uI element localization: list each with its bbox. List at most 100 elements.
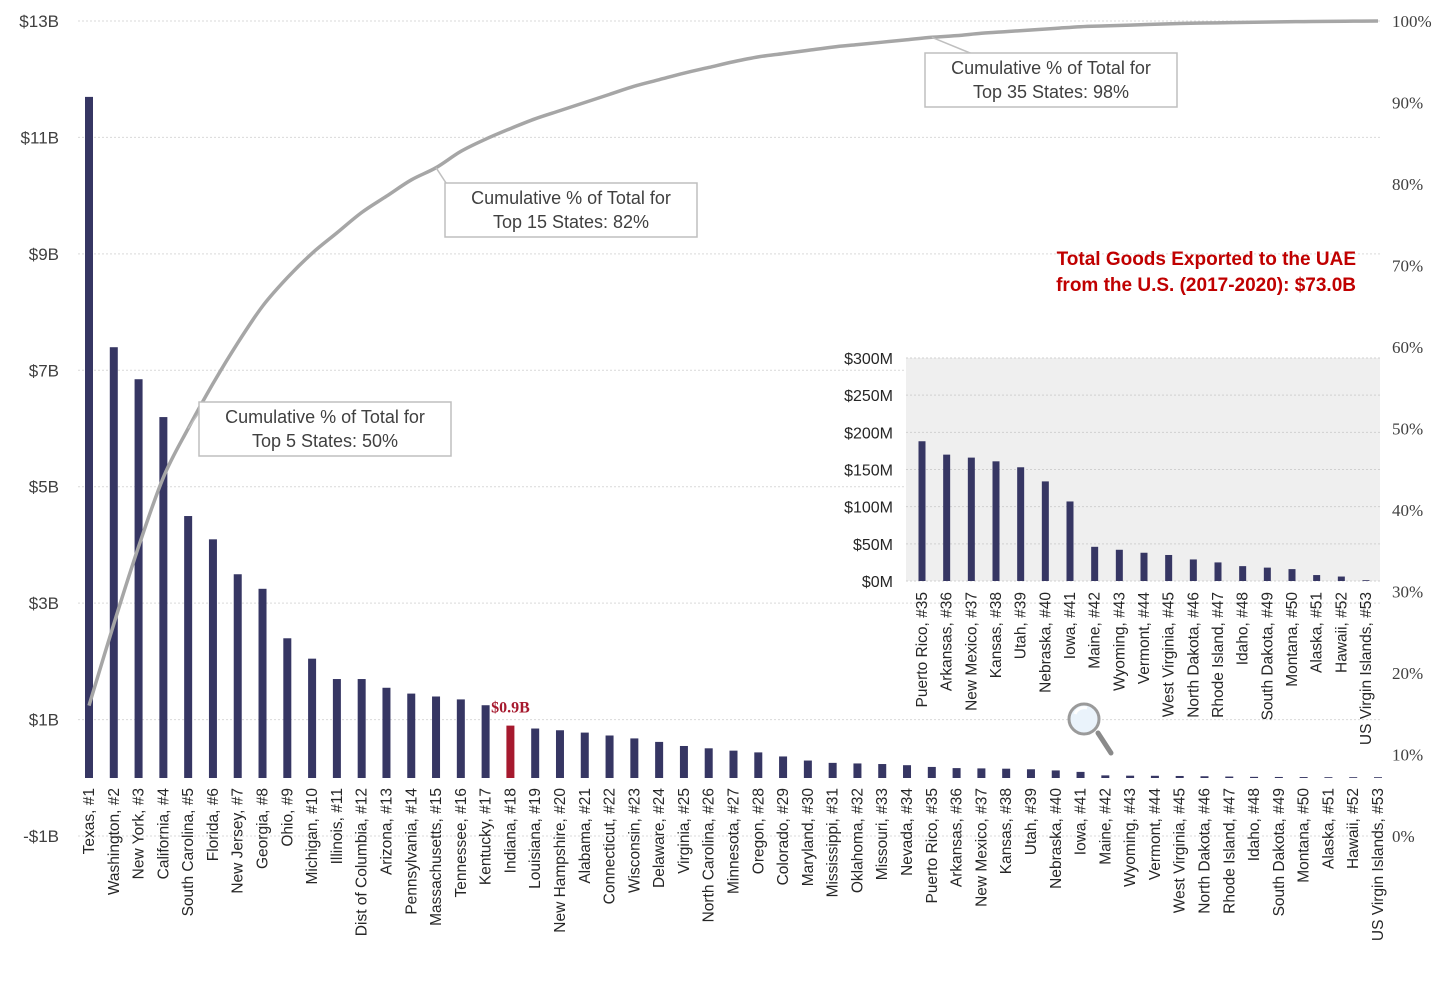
category-label: Washington, #2 <box>106 788 123 895</box>
category-label: Arkansas, #36 <box>949 788 966 887</box>
bar <box>630 738 639 778</box>
y-tick-label: $13B <box>19 12 59 31</box>
inset-bar <box>1091 546 1099 581</box>
y-tick-label: $11B <box>21 128 59 147</box>
inset-bar <box>1214 562 1222 581</box>
inset-axis-ticks: $300M $250M $200M $150M $100M $50M $0M <box>844 351 893 591</box>
inset-category-label: Montana, #50 <box>1284 592 1301 687</box>
category-label: New Mexico, #37 <box>973 788 990 907</box>
inset-bars <box>918 441 1370 581</box>
category-label: Idaho, #48 <box>1246 788 1263 861</box>
category-label: US Virgin Islands, #53 <box>1370 788 1387 941</box>
annotation-top-35-line-2: Top 35 States: 98% <box>973 82 1129 102</box>
inset-category-label: New Mexico, #37 <box>963 592 980 711</box>
inset-category-label: Hawaii, #52 <box>1333 592 1350 673</box>
inset-bar <box>1115 549 1123 581</box>
category-label: Dist of Columbia, #12 <box>354 788 371 936</box>
y-tick-label: $1B <box>29 711 59 730</box>
y-tick-label: -$1B <box>23 827 59 846</box>
cumulative-percent-line <box>87 19 1379 707</box>
total-exports-line-1: Total Goods Exported to the UAE <box>1057 249 1356 270</box>
main-category-labels: Texas, #1 Washington, #2 New York, #3 Calif… <box>81 788 1387 941</box>
annotation-top-15-line-2: Top 15 States: 82% <box>493 212 649 232</box>
inset-y-tick-label: $100M <box>844 500 893 517</box>
bar <box>555 730 564 778</box>
bar <box>332 679 341 778</box>
category-label: Louisiana, #19 <box>527 788 544 889</box>
inset-y-tick-label: $300M <box>844 351 893 368</box>
category-label: Massachusetts, #15 <box>428 788 445 926</box>
total-exports-line-2: from the U.S. (2017-2020): $73.0B <box>1056 275 1356 296</box>
y2-tick-label: 60% <box>1392 338 1423 357</box>
category-label: Alabama, #21 <box>577 788 594 884</box>
bar <box>853 763 862 778</box>
category-label: New Jersey, #7 <box>230 788 247 894</box>
indiana-data-label: $0.9B <box>491 700 530 717</box>
category-label: Colorado, #29 <box>775 788 792 885</box>
category-label: New York, #3 <box>131 788 148 879</box>
annotation-top-35: Cumulative % of Total for Top 35 States:… <box>924 52 1178 108</box>
bar <box>1225 776 1234 778</box>
category-label: Kansas, #38 <box>998 788 1015 874</box>
category-label: West Virginia, #45 <box>1172 788 1189 913</box>
inset-category-label: Nebraska, #40 <box>1037 592 1054 693</box>
inset-category-label: Idaho, #48 <box>1235 592 1252 665</box>
inset-bar <box>1313 575 1321 581</box>
inset-bar <box>1337 576 1345 581</box>
category-label: Connecticut, #22 <box>602 788 619 904</box>
bar <box>952 768 961 778</box>
bar <box>109 347 118 778</box>
category-label: Mississippi, #31 <box>825 788 842 897</box>
inset-bar <box>1288 569 1296 581</box>
y2-tick-label: 20% <box>1392 664 1423 683</box>
inset-y-tick-label: $250M <box>844 388 893 405</box>
category-label: South Carolina, #5 <box>180 788 197 916</box>
bar <box>1250 776 1259 778</box>
bar <box>927 766 936 778</box>
bar <box>258 588 267 778</box>
inset-bar <box>918 441 926 581</box>
category-label: Maine, #42 <box>1097 788 1114 865</box>
bar <box>481 705 490 778</box>
inset-y-tick-label: $150M <box>844 463 893 480</box>
inset-category-label: North Dakota, #46 <box>1185 592 1202 718</box>
category-label: Illinois, #11 <box>329 788 346 864</box>
inset-category-label: Maine, #42 <box>1087 592 1104 669</box>
inset-category-labels: Puerto Rico, #35 Arkansas, #36 New Mexico,… <box>914 592 1375 745</box>
bar <box>1349 777 1358 778</box>
inset-bar <box>1362 580 1370 581</box>
bar <box>729 750 738 778</box>
magnifier-icon <box>1067 702 1114 756</box>
y2-tick-label: 70% <box>1392 257 1423 276</box>
bar <box>803 760 812 778</box>
bar <box>828 762 837 778</box>
category-label: Hawaii, #52 <box>1345 788 1362 869</box>
y-tick-label: $3B <box>29 594 59 613</box>
bar <box>184 516 193 778</box>
category-label: Puerto Rico, #35 <box>924 788 941 903</box>
inset-bar <box>992 461 1000 581</box>
bar <box>754 752 763 778</box>
category-label: Georgia, #8 <box>255 788 272 869</box>
y2-tick-label: 100% <box>1392 12 1432 31</box>
bar <box>506 725 515 778</box>
y-tick-label: $7B <box>29 361 59 380</box>
category-label: Arizona, #13 <box>378 788 395 875</box>
bar <box>1101 775 1110 778</box>
category-label: Utah, #39 <box>1023 788 1040 855</box>
category-label: Wyoming, #43 <box>1122 788 1139 887</box>
annotation-top-5-line-1: Cumulative % of Total for <box>225 407 425 427</box>
inset-bar <box>1239 566 1247 581</box>
bar <box>1051 770 1060 778</box>
inset-category-label: Arkansas, #36 <box>939 592 956 691</box>
category-label: North Dakota, #46 <box>1196 788 1213 914</box>
y2-tick-label: 0% <box>1392 827 1415 846</box>
bar <box>531 728 540 778</box>
y-tick-label: $5B <box>29 478 59 497</box>
inset-y-tick-label: $50M <box>853 537 893 554</box>
inset-y-tick-label: $200M <box>844 425 893 442</box>
category-label: Wisconsin, #23 <box>626 788 643 893</box>
bar <box>308 658 317 778</box>
category-label: Tennessee, #16 <box>453 788 470 897</box>
